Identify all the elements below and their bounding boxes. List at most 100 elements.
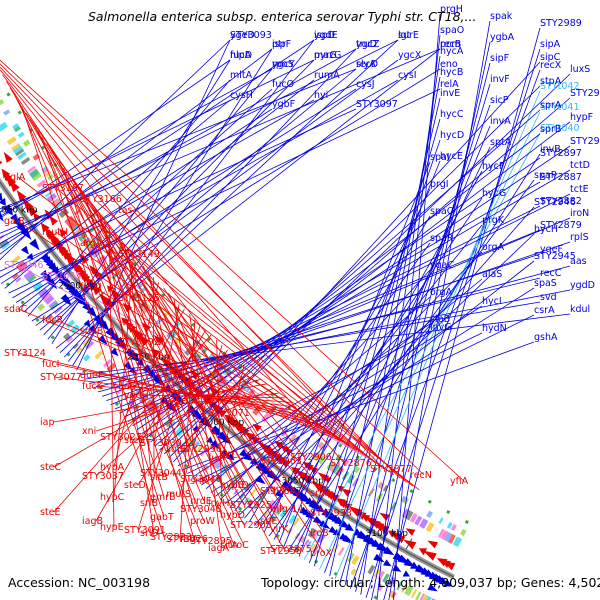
cog-block[interactable]: [460, 528, 467, 537]
gene-label-invE[interactable]: invE: [440, 88, 460, 99]
gc-marker[interactable]: [446, 509, 451, 515]
gene-label-mltA[interactable]: mltA: [230, 70, 253, 81]
gene-label-STY3093[interactable]: STY3093: [230, 30, 272, 41]
cog-block[interactable]: [65, 319, 76, 329]
gene-label-lgt[interactable]: lgt: [398, 30, 411, 41]
forward-gene-arrow[interactable]: [26, 252, 34, 261]
cog-block[interactable]: [245, 386, 252, 393]
forward-gene-arrow[interactable]: [328, 526, 338, 534]
gene-label-srlA[interactable]: srlA: [310, 488, 328, 499]
forward-gene-arrow[interactable]: [239, 448, 249, 458]
gene-label-gshA[interactable]: gshA: [534, 332, 558, 343]
gc-marker[interactable]: [464, 519, 469, 524]
gene-label-fucO[interactable]: fucO: [272, 79, 294, 90]
gene-label-STY3027[interactable]: STY3027: [100, 432, 142, 443]
gene-label-sicP[interactable]: sicP: [490, 95, 509, 106]
cog-block[interactable]: [306, 540, 312, 548]
gene-label-ygcX[interactable]: ygcX: [398, 50, 422, 61]
cog-block[interactable]: [42, 293, 52, 302]
cog-block[interactable]: [3, 109, 11, 116]
gene-label-STY3091[interactable]: STY3091: [124, 525, 166, 536]
cog-block[interactable]: [288, 514, 297, 525]
gc-marker[interactable]: [6, 92, 11, 97]
cog-block[interactable]: [17, 131, 25, 139]
gene-label-steB[interactable]: steB: [124, 435, 145, 446]
cog-block[interactable]: [44, 170, 52, 178]
gc-marker[interactable]: [35, 317, 40, 323]
gene-label-STY3166[interactable]: STY3166: [80, 194, 122, 205]
gene-label-fhlA[interactable]: fhlA: [180, 534, 199, 545]
reverse-gene-arrow[interactable]: [422, 550, 437, 561]
gene-label-STY3030[interactable]: STY3030: [140, 438, 182, 449]
gene-label-sipC[interactable]: sipC: [540, 52, 561, 63]
gene-label-rumA[interactable]: rumA: [314, 70, 340, 81]
gene-label-hycH[interactable]: hycH: [534, 224, 558, 235]
gene-label-hypE[interactable]: hypE: [100, 522, 124, 533]
cog-block[interactable]: [31, 172, 42, 182]
gene-label-galR[interactable]: galR: [4, 216, 25, 227]
gene-label-srlD[interactable]: srlD: [140, 528, 159, 539]
gene-label-bglA[interactable]: bglA: [4, 172, 26, 183]
reverse-gene-arrow[interactable]: [49, 215, 58, 226]
cog-block[interactable]: [440, 530, 449, 540]
gc-marker[interactable]: [391, 478, 396, 483]
forward-gene-arrow[interactable]: [339, 532, 350, 542]
cog-block[interactable]: [400, 495, 407, 503]
gene-label-STY3125[interactable]: STY3125: [118, 293, 160, 304]
gc-marker[interactable]: [338, 443, 343, 448]
gene-label-STY2895[interactable]: STY2895: [190, 536, 232, 547]
gene-label-yfiA[interactable]: yfiA: [450, 476, 469, 487]
cog-block[interactable]: [411, 589, 418, 599]
gene-label-STY3044[interactable]: STY3044: [140, 468, 182, 479]
gene-label-nrdE[interactable]: nrdE: [190, 496, 212, 507]
gene-label-recD[interactable]: recD: [356, 59, 378, 70]
gene-label-sprB[interactable]: sprB: [540, 124, 561, 135]
cog-block[interactable]: [11, 255, 21, 264]
cog-block[interactable]: [48, 300, 57, 308]
gene-label-truD[interactable]: truD: [356, 39, 377, 50]
gene-label-fucI[interactable]: fucI: [42, 359, 59, 370]
gene-label-hydN[interactable]: hydN: [482, 323, 507, 334]
cog-block[interactable]: [443, 531, 453, 543]
cog-block[interactable]: [310, 529, 319, 540]
gene-label-invG[interactable]: invG: [430, 322, 452, 333]
gene-label-cysJ[interactable]: cysJ: [356, 79, 375, 90]
gene-label-spaQ[interactable]: spaQ: [430, 206, 454, 217]
forward-gene-arrow[interactable]: [83, 319, 91, 327]
gene-label-barA[interactable]: barA: [118, 381, 141, 392]
gene-label-STY2905[interactable]: STY2905: [230, 520, 272, 531]
reverse-gene-arrow[interactable]: [89, 264, 99, 275]
gene-label-fucK[interactable]: fucK: [82, 381, 104, 392]
gene-label-svd[interactable]: svd: [540, 292, 557, 303]
gene-label-iroN[interactable]: iroN: [570, 208, 589, 219]
reverse-gene-arrow[interactable]: [337, 485, 346, 493]
gene-label-spak[interactable]: spak: [490, 11, 513, 22]
cog-block[interactable]: [17, 151, 27, 160]
gene-label-hycC[interactable]: hycC: [440, 109, 464, 120]
cog-block[interactable]: [65, 335, 73, 343]
gene-label-STY2879[interactable]: STY2879: [540, 220, 582, 231]
cog-block[interactable]: [83, 354, 91, 362]
reverse-gene-arrow[interactable]: [317, 472, 330, 482]
cog-block[interactable]: [419, 593, 426, 600]
gene-label-STY3149[interactable]: STY3149: [118, 249, 160, 260]
gene-label-prgI[interactable]: prgI: [430, 179, 449, 190]
gene-label-STYt041[interactable]: STYt041: [540, 102, 580, 113]
cog-block[interactable]: [103, 359, 112, 368]
cog-block[interactable]: [404, 585, 414, 596]
gene-label-STY2906[interactable]: STY2906: [290, 452, 332, 463]
cog-block[interactable]: [248, 388, 256, 396]
cog-block[interactable]: [351, 555, 360, 566]
gene-label-fucR[interactable]: fucR: [42, 315, 64, 326]
gene-label-hyi[interactable]: hyi: [314, 90, 328, 101]
gene-label-queF[interactable]: queF: [80, 370, 103, 381]
gene-label-STY2923[interactable]: STY2923: [150, 532, 192, 543]
gene-label-STY3077[interactable]: STY3077: [40, 372, 82, 383]
gene-label-STY2882[interactable]: STY2882: [540, 196, 582, 207]
reverse-gene-arrow[interactable]: [44, 209, 54, 220]
forward-gene-arrow[interactable]: [9, 213, 18, 222]
gene-label-hypF[interactable]: hypF: [570, 112, 593, 123]
gc-marker[interactable]: [238, 506, 243, 511]
cog-block[interactable]: [446, 521, 453, 529]
